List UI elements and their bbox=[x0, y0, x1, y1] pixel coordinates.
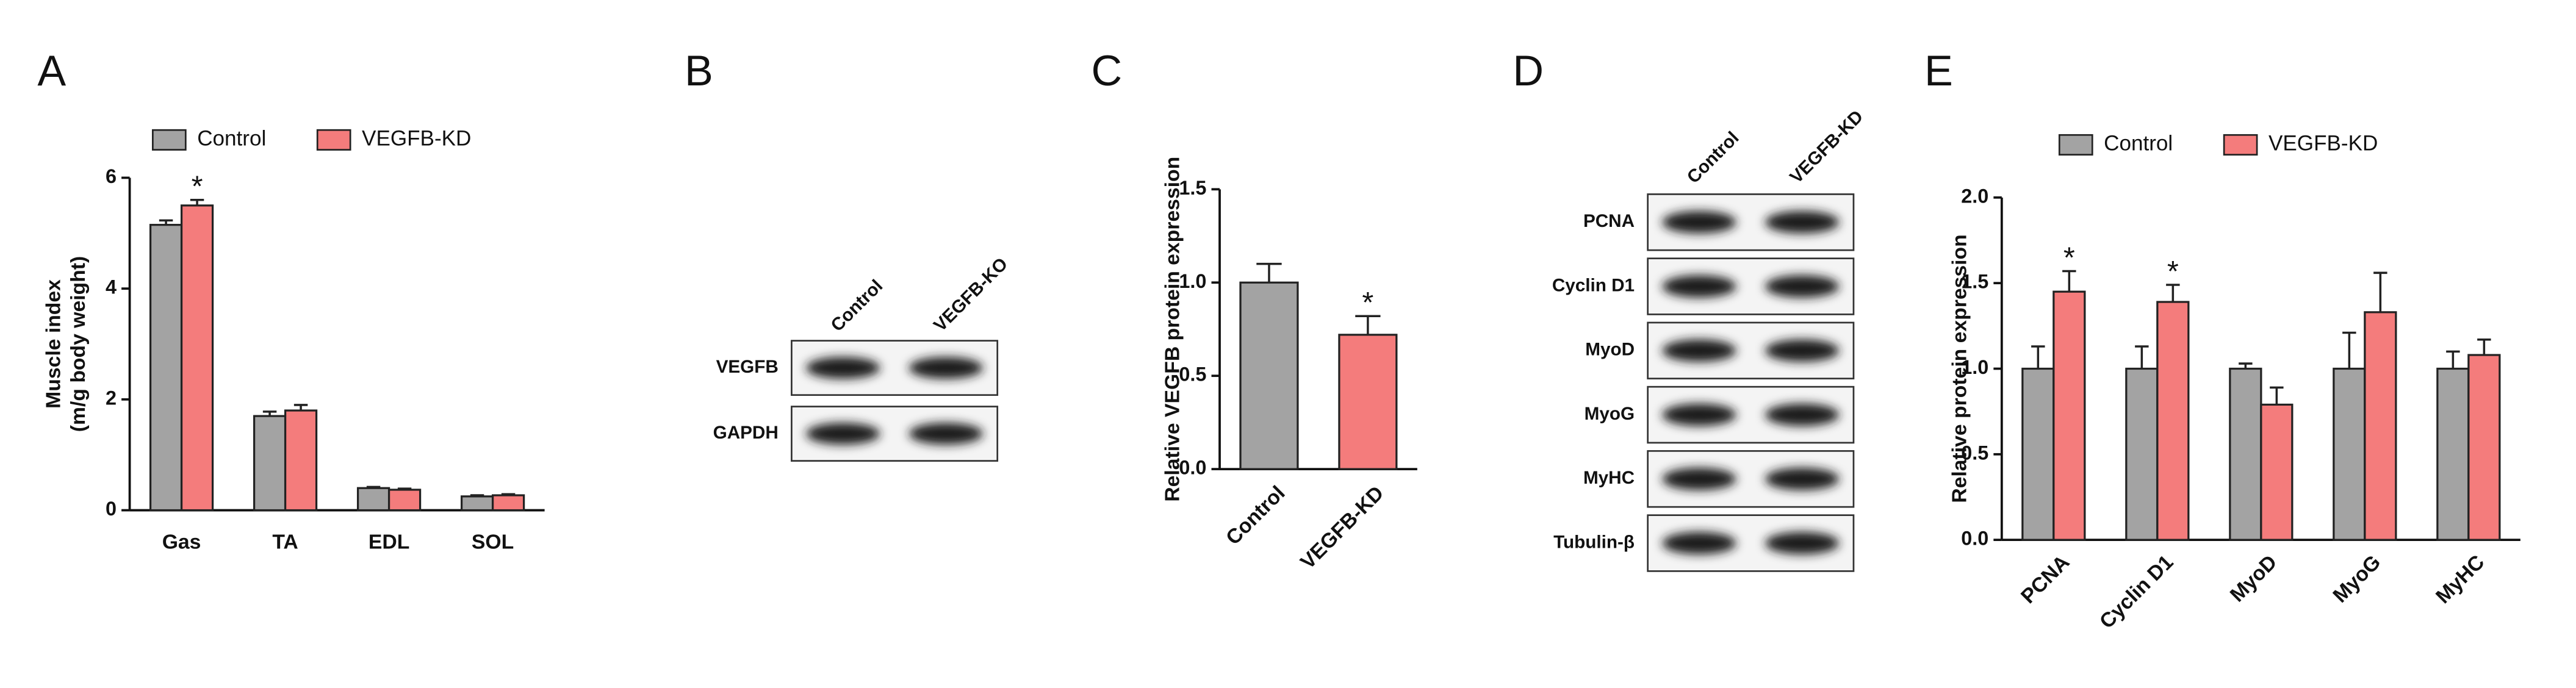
bar bbox=[2364, 311, 2397, 541]
bar bbox=[460, 495, 494, 512]
blot-band bbox=[1765, 403, 1840, 426]
bar bbox=[180, 204, 214, 512]
y-tick-label: 0 bbox=[106, 498, 117, 520]
y-tick-label: 2 bbox=[106, 387, 117, 409]
y-tick-label: 2.0 bbox=[1961, 185, 1988, 207]
bar bbox=[2021, 367, 2055, 541]
legend-label: Control bbox=[197, 127, 266, 151]
significance-mark: * bbox=[1362, 286, 1373, 319]
bar bbox=[2053, 290, 2086, 541]
x-tick-label: VEGFB-KD bbox=[1296, 481, 1388, 573]
bar bbox=[2260, 403, 2294, 541]
legend-swatch bbox=[2223, 134, 2258, 156]
y-tick-label: 1.0 bbox=[1179, 270, 1206, 292]
bar bbox=[2229, 367, 2262, 541]
blot-band bbox=[1662, 403, 1736, 426]
bar bbox=[356, 487, 390, 512]
blot-band bbox=[1765, 339, 1840, 362]
y-tick-label: 0.0 bbox=[1179, 457, 1206, 479]
bar bbox=[2467, 354, 2501, 541]
y-tick-label: 0.5 bbox=[1179, 364, 1206, 385]
bar bbox=[253, 415, 287, 512]
significance-mark: * bbox=[2063, 241, 2075, 274]
legend-swatch bbox=[316, 129, 351, 151]
x-tick-label: TA bbox=[272, 530, 298, 553]
y-tick-label: 4 bbox=[106, 276, 117, 298]
bar bbox=[2156, 301, 2190, 541]
row-label: Tubulin-β bbox=[1553, 532, 1635, 552]
x-tick-label: Control bbox=[1221, 481, 1290, 550]
y-tick-label: 1.0 bbox=[1961, 356, 1988, 378]
y-tick-label: 0.0 bbox=[1961, 528, 1988, 550]
x-tick-label: Gas bbox=[162, 530, 201, 553]
row-label: MyoG bbox=[1585, 404, 1635, 424]
bar bbox=[1239, 281, 1299, 470]
row-label: VEGFB bbox=[716, 357, 779, 377]
blot-band bbox=[1662, 275, 1736, 298]
blot-band bbox=[908, 357, 984, 379]
bar bbox=[2125, 367, 2159, 541]
blot-band bbox=[1765, 210, 1840, 234]
y-tick-label: 6 bbox=[106, 165, 117, 187]
x-tick-label: EDL bbox=[369, 530, 409, 553]
panel-letter: D bbox=[1513, 46, 1544, 95]
blot-band bbox=[908, 423, 984, 445]
panel-letter: A bbox=[37, 46, 66, 95]
row-label: GAPDH bbox=[713, 423, 779, 443]
blot-band bbox=[1765, 275, 1840, 298]
y-axis-label: Relative VEGFB protein expression bbox=[1160, 157, 1184, 502]
legend-label: Control bbox=[2104, 132, 2173, 156]
row-label: MyoD bbox=[1585, 340, 1635, 360]
x-tick-label: SOL bbox=[472, 530, 514, 553]
legend-label: VEGFB-KD bbox=[362, 127, 471, 151]
blot-band bbox=[1765, 532, 1840, 554]
bar bbox=[491, 494, 525, 512]
legend-swatch bbox=[2058, 134, 2093, 156]
x-tick-label: MyHC bbox=[2431, 551, 2489, 608]
y-axis-label: Relative protein expression bbox=[1948, 234, 1971, 503]
x-tick-label: PCNA bbox=[2017, 551, 2074, 608]
panel-letter: B bbox=[685, 46, 713, 95]
significance-mark: * bbox=[2167, 255, 2179, 288]
bar bbox=[284, 409, 318, 512]
blot-band bbox=[805, 423, 880, 445]
row-label: Cyclin D1 bbox=[1552, 275, 1635, 295]
x-tick-label: MyoD bbox=[2226, 551, 2282, 607]
blot-band bbox=[1662, 339, 1736, 362]
lane-label: VEGFB-KD bbox=[1786, 106, 1867, 187]
bar bbox=[2436, 367, 2470, 541]
row-label: PCNA bbox=[1583, 211, 1635, 231]
x-tick-label: Cyclin D1 bbox=[2095, 551, 2178, 634]
lane-label: Control bbox=[1683, 127, 1743, 187]
y-tick-label: 1.5 bbox=[1961, 271, 1988, 293]
x-tick-label: MyoG bbox=[2328, 551, 2385, 607]
lane-label: Control bbox=[827, 276, 887, 335]
y-tick-label: 1.5 bbox=[1179, 177, 1206, 199]
panel-letter: E bbox=[1924, 46, 1953, 95]
bar bbox=[1338, 334, 1398, 470]
blot-band bbox=[805, 357, 880, 379]
blot-band bbox=[1765, 467, 1840, 490]
panel-letter: C bbox=[1092, 46, 1123, 95]
bar bbox=[387, 489, 422, 512]
y-tick-label: 0.5 bbox=[1961, 442, 1988, 464]
legend-swatch bbox=[151, 129, 187, 151]
y-axis-label: (m/g body weight) bbox=[67, 256, 90, 432]
blot-band bbox=[1662, 210, 1736, 234]
bar bbox=[2333, 367, 2366, 541]
row-label: MyHC bbox=[1583, 468, 1635, 488]
y-axis-label: Muscle index bbox=[42, 279, 65, 409]
legend-label: VEGFB-KD bbox=[2268, 132, 2378, 156]
blot-band bbox=[1662, 532, 1736, 554]
lane-label: VEGFB-KO bbox=[930, 254, 1012, 335]
blot-band bbox=[1662, 467, 1736, 490]
significance-mark: * bbox=[192, 170, 203, 203]
bar bbox=[149, 224, 183, 512]
